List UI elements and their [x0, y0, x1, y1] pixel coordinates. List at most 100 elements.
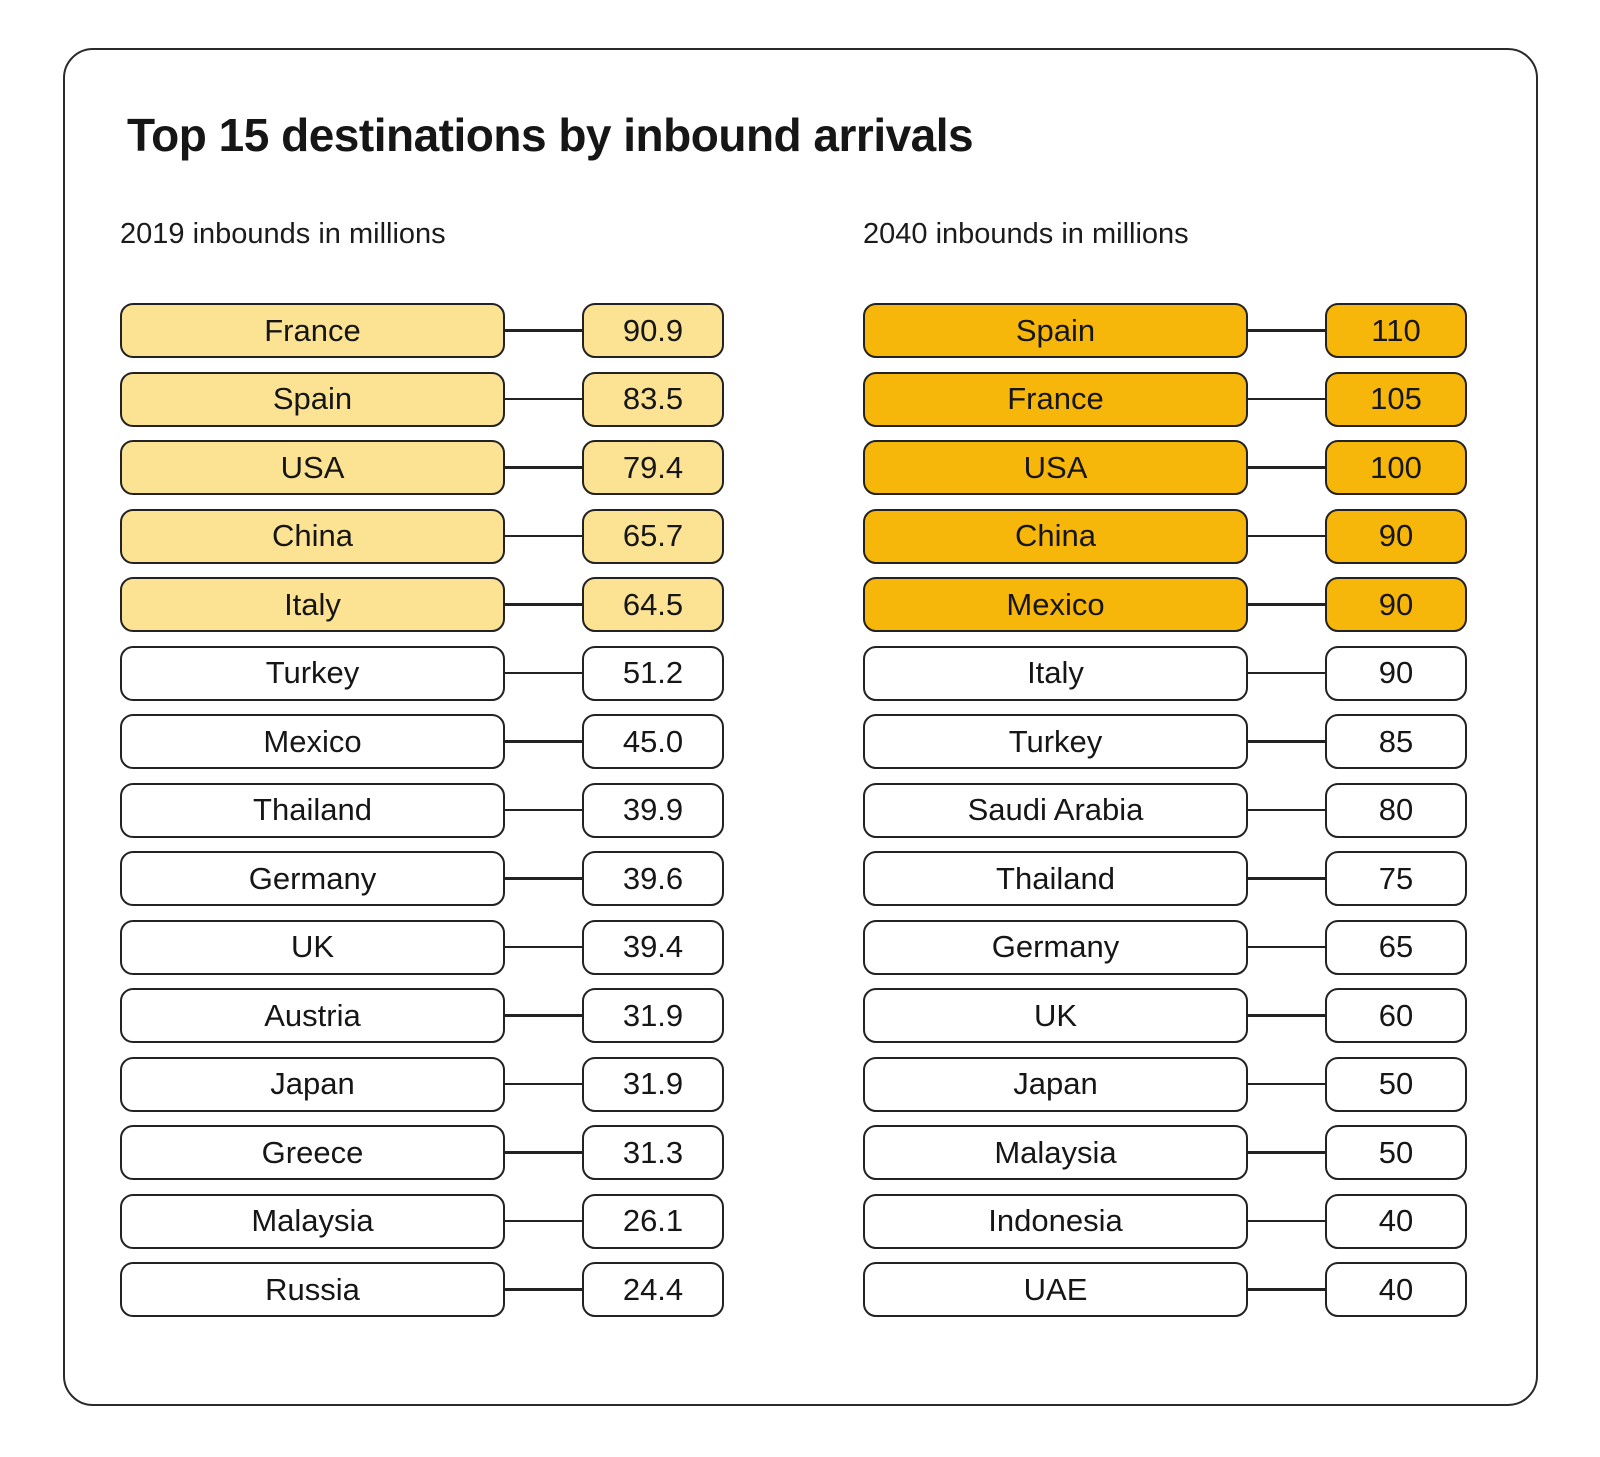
country-box: USA [120, 440, 505, 495]
connector-line [1248, 466, 1325, 469]
country-box: Italy [120, 577, 505, 632]
table-row: Turkey 51.2 [120, 645, 726, 701]
country-box: Malaysia [863, 1125, 1248, 1180]
connector-line [1248, 397, 1325, 401]
value-box: 80 [1325, 782, 1467, 838]
value-box: 85 [1325, 714, 1467, 769]
country-box: Turkey [863, 714, 1248, 769]
country-box: Japan [120, 1056, 505, 1112]
table-row: Mexico 90 [863, 577, 1469, 632]
country-box: UK [120, 919, 505, 975]
country-box: Saudi Arabia [863, 782, 1248, 838]
country-box: Malaysia [120, 1193, 505, 1249]
country-box: Spain [863, 303, 1248, 358]
chart-title: Top 15 destinations by inbound arrivals [127, 109, 974, 161]
table-row: Russia 24.4 [120, 1262, 726, 1317]
table-row: Italy 64.5 [120, 577, 726, 632]
value-box: 24.4 [582, 1262, 724, 1317]
value-box: 90 [1325, 508, 1467, 564]
value-box: 100 [1325, 440, 1467, 495]
country-box: Austria [120, 988, 505, 1043]
country-box: Spain [120, 371, 505, 427]
country-box: China [120, 508, 505, 564]
value-box: 83.5 [582, 371, 724, 427]
connector-line [1248, 671, 1325, 675]
table-row: China 65.7 [120, 508, 726, 564]
country-box: Mexico [120, 714, 505, 769]
table-row: Spain 110 [863, 303, 1469, 358]
connector-line [1248, 740, 1325, 743]
country-box: Germany [863, 919, 1248, 975]
connector-line [1248, 1014, 1325, 1017]
connector-line [505, 397, 582, 401]
table-row: Saudi Arabia 80 [863, 782, 1469, 838]
table-row: UAE 40 [863, 1262, 1469, 1317]
value-box: 60 [1325, 988, 1467, 1043]
country-box: Germany [120, 851, 505, 906]
table-row: China 90 [863, 508, 1469, 564]
table-row: USA 100 [863, 440, 1469, 495]
value-box: 39.6 [582, 851, 724, 906]
table-row: Germany 65 [863, 919, 1469, 975]
table-row: Greece 31.3 [120, 1125, 726, 1180]
table-row: UK 60 [863, 988, 1469, 1043]
country-box: Italy [863, 645, 1248, 701]
country-box: China [863, 508, 1248, 564]
table-row: Malaysia 50 [863, 1125, 1469, 1180]
value-box: 90 [1325, 577, 1467, 632]
table-row: Japan 31.9 [120, 1056, 726, 1112]
value-box: 50 [1325, 1125, 1467, 1180]
connector-line [505, 329, 582, 332]
table-row: France 90.9 [120, 303, 726, 358]
table-row: Indonesia 40 [863, 1193, 1469, 1249]
connector-line [505, 1082, 582, 1086]
connector-line [505, 1219, 582, 1223]
connector-line [1248, 1082, 1325, 1086]
connector-line [505, 740, 582, 743]
value-box: 110 [1325, 303, 1467, 358]
connector-line [505, 945, 582, 949]
value-box: 90.9 [582, 303, 724, 358]
country-box: Greece [120, 1125, 505, 1180]
table-row: Thailand 75 [863, 851, 1469, 906]
connector-line [1248, 1288, 1325, 1291]
value-box: 105 [1325, 371, 1467, 427]
table-row: UK 39.4 [120, 919, 726, 975]
value-box: 75 [1325, 851, 1467, 906]
connector-line [1248, 945, 1325, 949]
connector-line [1248, 808, 1325, 812]
table-row: USA 79.4 [120, 440, 726, 495]
connector-line [505, 808, 582, 812]
value-box: 31.3 [582, 1125, 724, 1180]
connector-line [1248, 1219, 1325, 1223]
value-box: 31.9 [582, 1056, 724, 1112]
value-box: 79.4 [582, 440, 724, 495]
country-box: France [120, 303, 505, 358]
country-box: USA [863, 440, 1248, 495]
connector-line [505, 1014, 582, 1017]
table-row: Malaysia 26.1 [120, 1193, 726, 1249]
connector-line [505, 1151, 582, 1154]
value-box: 65 [1325, 919, 1467, 975]
value-box: 39.4 [582, 919, 724, 975]
column-2040-rows: Spain 110 France 105 USA 100 China 90 Me… [863, 303, 1469, 1317]
connector-line [505, 1288, 582, 1291]
country-box: UAE [863, 1262, 1248, 1317]
value-box: 90 [1325, 645, 1467, 701]
table-row: Japan 50 [863, 1056, 1469, 1112]
connector-line [505, 534, 582, 538]
country-box: UK [863, 988, 1248, 1043]
table-row: Spain 83.5 [120, 371, 726, 427]
connector-line [1248, 603, 1325, 606]
value-box: 65.7 [582, 508, 724, 564]
connector-line [1248, 1151, 1325, 1154]
table-row: Thailand 39.9 [120, 782, 726, 838]
connector-line [1248, 329, 1325, 332]
connector-line [505, 466, 582, 469]
country-box: Thailand [863, 851, 1248, 906]
value-box: 39.9 [582, 782, 724, 838]
country-box: Indonesia [863, 1193, 1248, 1249]
value-box: 51.2 [582, 645, 724, 701]
connector-line [505, 603, 582, 606]
